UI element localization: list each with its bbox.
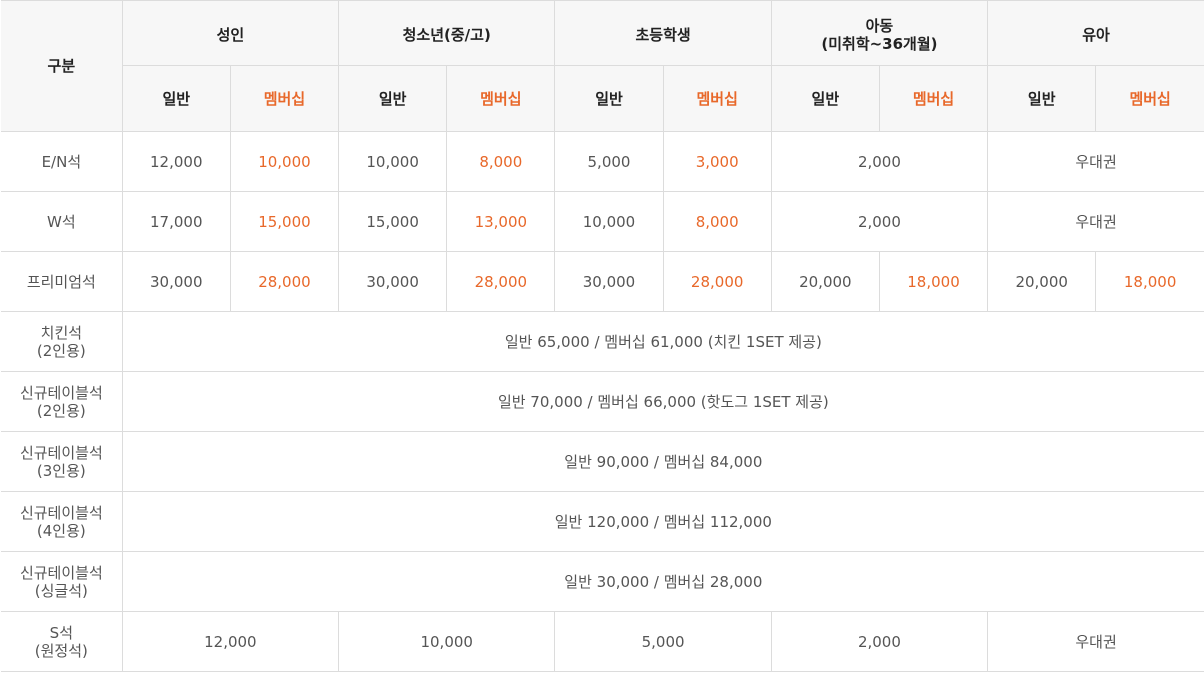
member-price-cell: 8,000 bbox=[662, 191, 772, 252]
row-label-line2: (싱글석) bbox=[34, 581, 88, 600]
row-label-line1: 신규테이블석 bbox=[19, 383, 103, 402]
member-price-cell: 18,000 bbox=[1095, 251, 1204, 312]
price-cell: 5,000 bbox=[554, 611, 772, 672]
price-cell: 일반 30,000 / 멤버십 28,000 bbox=[121, 551, 1204, 612]
group-header-child: 아동 (미취학~36개월) bbox=[770, 0, 989, 66]
group-header-infant: 유아 bbox=[987, 0, 1204, 66]
row-label-line1: 치킨석 bbox=[40, 323, 83, 342]
price-cell: 10,000 bbox=[554, 191, 664, 252]
price-cell: 15,000 bbox=[338, 191, 448, 252]
row-label: 프리미엄석 bbox=[1, 251, 123, 312]
price-cell: 2,000 bbox=[770, 191, 989, 252]
price-cell: 30,000 bbox=[338, 251, 448, 312]
group-header-adult: 성인 bbox=[121, 0, 340, 66]
row-label: 신규테이블석 (2인용) bbox=[1, 371, 123, 432]
price-cell: 30,000 bbox=[554, 251, 664, 312]
infant-general-header: 일반 bbox=[987, 65, 1097, 132]
row-label-line2: (2인용) bbox=[36, 401, 86, 420]
group-header-youth: 청소년(중/고) bbox=[338, 0, 556, 66]
price-cell: 일반 120,000 / 멤버십 112,000 bbox=[121, 491, 1204, 552]
group-header-elementary: 초등학생 bbox=[554, 0, 772, 66]
member-price-cell: 8,000 bbox=[446, 131, 556, 192]
row-label: S석 (원정석) bbox=[1, 611, 123, 672]
price-cell: 우대권 bbox=[987, 131, 1204, 192]
child-general-header: 일반 bbox=[770, 65, 880, 132]
price-cell: 10,000 bbox=[338, 611, 556, 672]
group-header-child-title: 아동 bbox=[865, 17, 894, 35]
member-price-cell: 18,000 bbox=[878, 251, 989, 312]
price-cell: 20,000 bbox=[770, 251, 880, 312]
row-label: 신규테이블석 (4인용) bbox=[1, 491, 123, 552]
row-label: E/N석 bbox=[1, 131, 123, 192]
member-price-cell: 13,000 bbox=[446, 191, 556, 252]
infant-member-header: 멤버십 bbox=[1095, 65, 1204, 132]
adult-general-header: 일반 bbox=[122, 65, 231, 132]
adult-member-header: 멤버십 bbox=[229, 65, 340, 132]
row-label-line1: 신규테이블석 bbox=[19, 503, 103, 522]
price-cell: 우대권 bbox=[987, 611, 1204, 672]
row-label: 신규테이블석 (3인용) bbox=[1, 431, 123, 492]
member-price-cell: 28,000 bbox=[446, 251, 556, 312]
row-label: 신규테이블석 (싱글석) bbox=[1, 551, 123, 612]
group-header-child-subtitle: (미취학~36개월) bbox=[821, 35, 938, 53]
row-label: W석 bbox=[1, 191, 123, 252]
price-cell: 17,000 bbox=[121, 191, 231, 252]
price-cell: 2,000 bbox=[770, 131, 989, 192]
price-cell: 12,000 bbox=[121, 611, 340, 672]
price-cell: 30,000 bbox=[121, 251, 231, 312]
price-cell: 10,000 bbox=[338, 131, 448, 192]
row-label-line2: (원정석) bbox=[34, 641, 88, 660]
price-cell: 2,000 bbox=[770, 611, 989, 672]
table-row-premium: 프리미엄석 30,000 28,000 30,000 28,000 30,000… bbox=[1, 251, 1204, 312]
youth-member-header: 멤버십 bbox=[446, 65, 556, 132]
price-cell: 12,000 bbox=[121, 131, 231, 192]
price-cell: 5,000 bbox=[554, 131, 664, 192]
row-label-line2: (4인용) bbox=[36, 521, 86, 540]
price-cell: 우대권 bbox=[987, 191, 1204, 252]
table-row-table3: 신규테이블석 (3인용) 일반 90,000 / 멤버십 84,000 bbox=[1, 431, 1204, 492]
price-cell: 일반 90,000 / 멤버십 84,000 bbox=[121, 431, 1204, 492]
category-header: 구분 bbox=[1, 0, 123, 132]
member-price-cell: 3,000 bbox=[662, 131, 772, 192]
member-price-cell: 10,000 bbox=[229, 131, 340, 192]
row-label-line1: S석 bbox=[49, 623, 73, 642]
table-row-w: W석 17,000 15,000 15,000 13,000 10,000 8,… bbox=[1, 191, 1204, 252]
row-label-line2: (2인용) bbox=[36, 341, 86, 360]
child-member-header: 멤버십 bbox=[878, 65, 989, 132]
row-label-line2: (3인용) bbox=[36, 461, 86, 480]
price-cell: 일반 70,000 / 멤버십 66,000 (핫도그 1SET 제공) bbox=[121, 371, 1204, 432]
table-row-single: 신규테이블석 (싱글석) 일반 30,000 / 멤버십 28,000 bbox=[1, 551, 1204, 612]
member-price-cell: 28,000 bbox=[229, 251, 340, 312]
elementary-general-header: 일반 bbox=[554, 65, 664, 132]
table-row-chicken: 치킨석 (2인용) 일반 65,000 / 멤버십 61,000 (치킨 1SE… bbox=[1, 311, 1204, 372]
table-header: 구분 성인 청소년(중/고) 초등학생 아동 (미취학~36개월) 유아 일반 … bbox=[1, 0, 1204, 132]
row-label-line1: 신규테이블석 bbox=[19, 563, 103, 582]
table-row-en: E/N석 12,000 10,000 10,000 8,000 5,000 3,… bbox=[1, 131, 1204, 192]
elementary-member-header: 멤버십 bbox=[662, 65, 772, 132]
table-body: E/N석 12,000 10,000 10,000 8,000 5,000 3,… bbox=[1, 131, 1204, 672]
table-row-table2: 신규테이블석 (2인용) 일반 70,000 / 멤버십 66,000 (핫도그… bbox=[1, 371, 1204, 432]
row-label: 치킨석 (2인용) bbox=[1, 311, 123, 372]
table-row-table4: 신규테이블석 (4인용) 일반 120,000 / 멤버십 112,000 bbox=[1, 491, 1204, 552]
price-cell: 20,000 bbox=[987, 251, 1097, 312]
member-price-cell: 28,000 bbox=[662, 251, 772, 312]
youth-general-header: 일반 bbox=[338, 65, 448, 132]
table-row-s: S석 (원정석) 12,000 10,000 5,000 2,000 우대권 bbox=[1, 611, 1204, 672]
price-cell: 일반 65,000 / 멤버십 61,000 (치킨 1SET 제공) bbox=[121, 311, 1204, 372]
member-price-cell: 15,000 bbox=[229, 191, 340, 252]
row-label-line1: 신규테이블석 bbox=[19, 443, 103, 462]
